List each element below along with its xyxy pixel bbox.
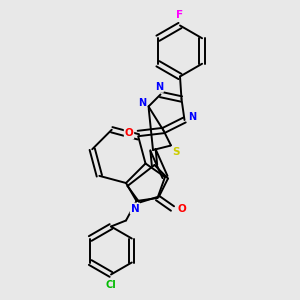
- Text: N: N: [155, 82, 163, 92]
- Text: N: N: [138, 98, 147, 109]
- Text: N: N: [188, 112, 196, 122]
- Text: O: O: [177, 203, 186, 214]
- Text: Cl: Cl: [106, 280, 116, 290]
- Text: O: O: [124, 128, 134, 139]
- Text: S: S: [172, 147, 179, 157]
- Text: N: N: [130, 203, 140, 214]
- Text: F: F: [176, 10, 184, 20]
